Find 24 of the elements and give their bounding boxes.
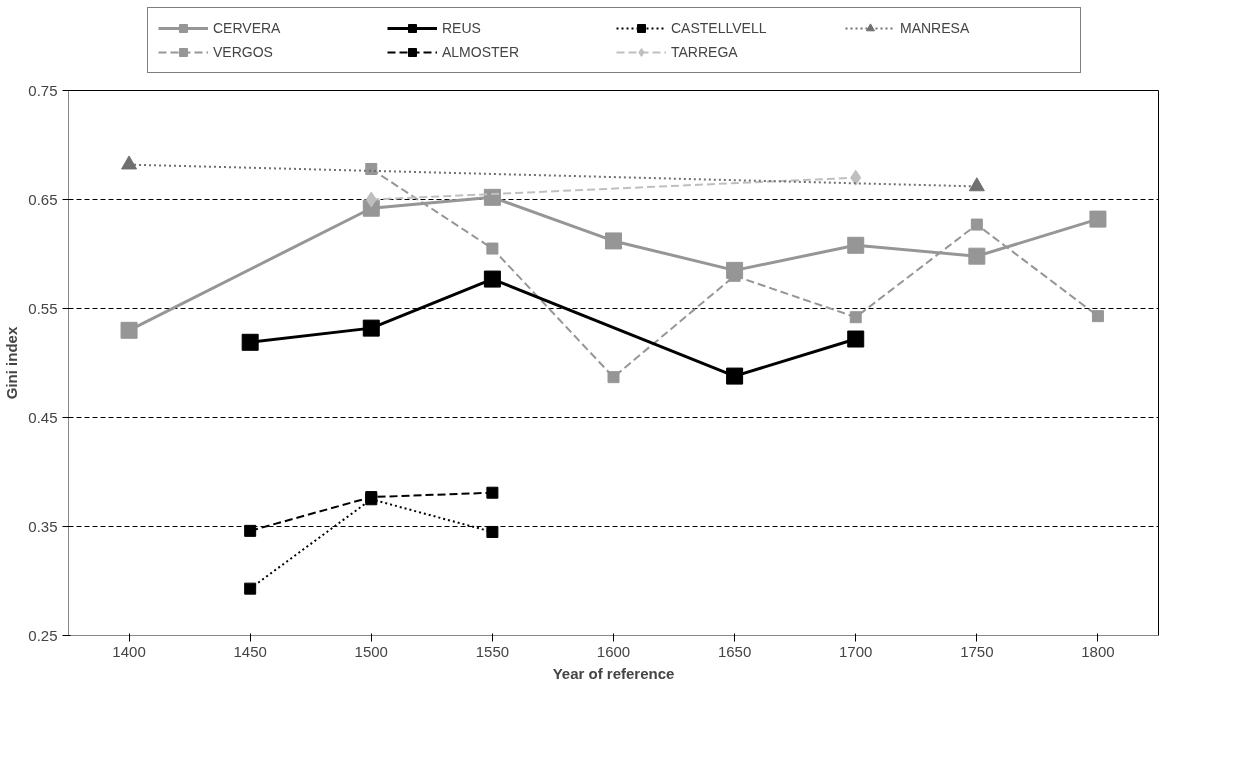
x-tick-label: 1450 <box>233 642 267 660</box>
x-tick-label: 1400 <box>112 642 146 660</box>
x-tick-label: 1500 <box>354 642 388 660</box>
legend-label: CERVERA <box>213 20 282 36</box>
y-tick-label: 0.65 <box>28 190 58 208</box>
y-tick-label: 0.25 <box>28 626 58 644</box>
x-tick-label: 1550 <box>475 642 510 660</box>
x-tick-label: 1750 <box>960 642 994 660</box>
legend-label: CASTELLVELL <box>671 20 768 36</box>
x-tick-label: 1800 <box>1081 642 1115 660</box>
legend-label: MANRESA <box>900 20 971 36</box>
x-tick-label: 1650 <box>717 642 752 660</box>
legend-label: REUS <box>442 20 482 36</box>
legend-label: TARREGA <box>671 44 739 60</box>
legend-label: ALMOSTER <box>442 44 520 60</box>
y-tick-label: 0.35 <box>28 517 58 535</box>
y-tick-label: 0.55 <box>28 299 58 317</box>
x-axis-title: Year of reference <box>552 664 675 682</box>
x-tick-label: 1600 <box>596 642 631 660</box>
y-tick-label: 0.75 <box>28 81 58 99</box>
legend-label: VERGOS <box>213 44 274 60</box>
x-tick-label: 1700 <box>839 642 873 660</box>
y-axis-title: Gini index <box>3 326 21 400</box>
y-tick-label: 0.45 <box>28 408 58 426</box>
